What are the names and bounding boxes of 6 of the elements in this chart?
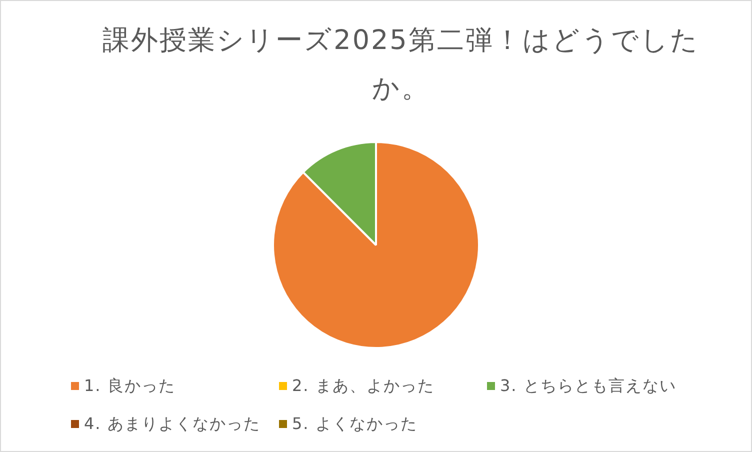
legend-label: 5. よくなかった (292, 414, 418, 434)
legend-label: 4. あまりよくなかった (84, 414, 260, 434)
legend-label: 3. とちらとも言えない (500, 376, 676, 396)
legend-label: 2. まあ、よかった (292, 376, 434, 396)
legend-label: 1. 良かった (84, 376, 176, 396)
chart-title: 課外授業シリーズ2025第二弾！はどうでしたか。 (102, 24, 700, 106)
